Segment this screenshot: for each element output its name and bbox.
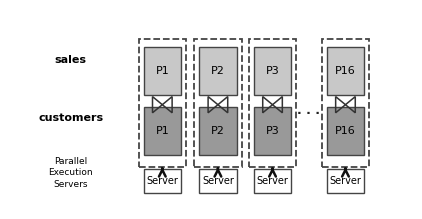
Bar xyxy=(199,47,237,95)
Bar xyxy=(254,107,291,155)
Text: Server: Server xyxy=(257,176,289,186)
Text: customers: customers xyxy=(38,113,103,123)
Text: P16: P16 xyxy=(335,126,356,136)
Bar xyxy=(143,169,181,193)
Text: P3: P3 xyxy=(266,66,279,76)
Bar xyxy=(138,39,186,167)
Text: . . .: . . . xyxy=(298,104,320,117)
Bar xyxy=(249,39,296,167)
Text: Server: Server xyxy=(330,176,361,186)
Text: Parallel
Execution
Servers: Parallel Execution Servers xyxy=(49,157,93,189)
Text: P16: P16 xyxy=(335,66,356,76)
Bar xyxy=(199,107,237,155)
Text: P2: P2 xyxy=(211,66,225,76)
Bar xyxy=(194,39,242,167)
Text: Server: Server xyxy=(202,176,234,186)
Text: P1: P1 xyxy=(155,66,169,76)
Bar xyxy=(254,47,291,95)
Text: sales: sales xyxy=(55,55,87,65)
Bar xyxy=(327,169,364,193)
Bar xyxy=(327,47,364,95)
Bar xyxy=(254,169,291,193)
Text: P2: P2 xyxy=(211,126,225,136)
Text: P1: P1 xyxy=(155,126,169,136)
Bar xyxy=(143,107,181,155)
Text: Server: Server xyxy=(146,176,178,186)
Bar xyxy=(322,39,369,167)
Text: P3: P3 xyxy=(266,126,279,136)
Bar xyxy=(143,47,181,95)
Bar xyxy=(327,107,364,155)
Bar xyxy=(199,169,237,193)
